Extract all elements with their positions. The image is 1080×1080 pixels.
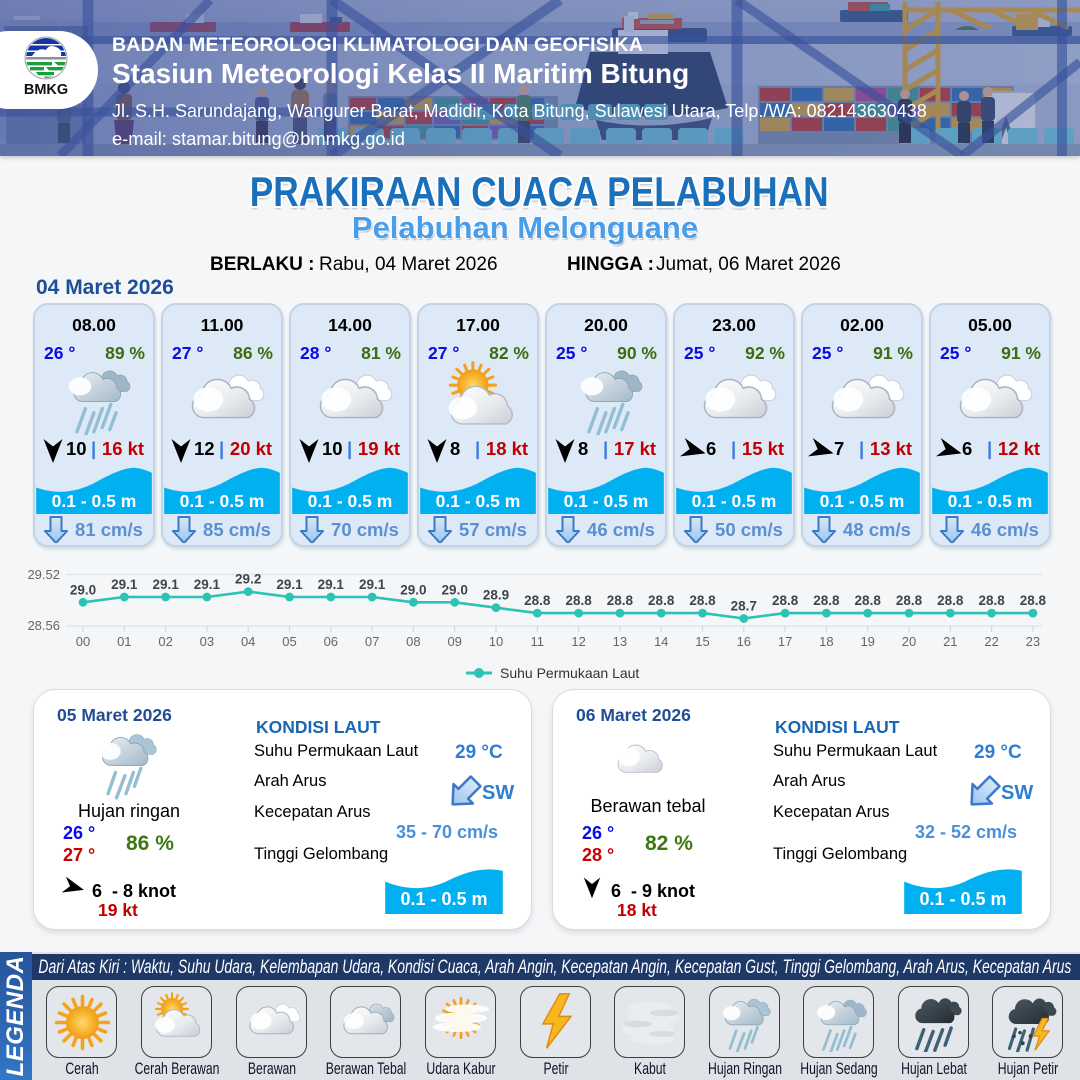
svg-text:08: 08 <box>406 634 420 649</box>
svg-text:02: 02 <box>158 634 172 649</box>
svg-text:28.8: 28.8 <box>896 593 923 608</box>
svg-text:21: 21 <box>943 634 957 649</box>
svg-text:28.8: 28.8 <box>524 593 551 608</box>
svg-text:29.0: 29.0 <box>400 582 426 597</box>
svg-text:07: 07 <box>365 634 379 649</box>
svg-text:29.1: 29.1 <box>318 577 345 592</box>
svg-text:17: 17 <box>778 634 792 649</box>
svg-text:29.0: 29.0 <box>442 582 468 597</box>
svg-text:29.1: 29.1 <box>194 577 221 592</box>
svg-text:28.8: 28.8 <box>813 593 840 608</box>
svg-text:01: 01 <box>117 634 131 649</box>
svg-text:28.8: 28.8 <box>855 593 882 608</box>
svg-text:09: 09 <box>447 634 461 649</box>
svg-text:28.8: 28.8 <box>1020 593 1047 608</box>
svg-text:03: 03 <box>200 634 214 649</box>
svg-text:18: 18 <box>819 634 833 649</box>
svg-text:28.7: 28.7 <box>731 599 757 614</box>
svg-text:28.8: 28.8 <box>978 593 1005 608</box>
svg-text:12: 12 <box>571 634 585 649</box>
svg-text:28.9: 28.9 <box>483 588 509 603</box>
svg-text:14: 14 <box>654 634 668 649</box>
svg-text:06: 06 <box>324 634 338 649</box>
svg-text:00: 00 <box>76 634 90 649</box>
svg-text:28.8: 28.8 <box>689 593 716 608</box>
svg-text:28.8: 28.8 <box>607 593 634 608</box>
svg-text:29.52: 29.52 <box>27 567 60 582</box>
svg-text:29.1: 29.1 <box>111 577 138 592</box>
svg-text:28.8: 28.8 <box>648 593 675 608</box>
svg-text:29.1: 29.1 <box>152 577 179 592</box>
svg-text:BMKG: BMKG <box>24 82 68 98</box>
svg-text:29.0: 29.0 <box>70 582 96 597</box>
svg-text:28.56: 28.56 <box>27 618 60 633</box>
svg-text:22: 22 <box>984 634 998 649</box>
svg-text:19: 19 <box>860 634 874 649</box>
svg-text:11: 11 <box>531 634 545 649</box>
svg-text:16: 16 <box>737 634 751 649</box>
svg-text:28.8: 28.8 <box>565 593 592 608</box>
svg-text:28.8: 28.8 <box>937 593 964 608</box>
svg-text:05: 05 <box>282 634 296 649</box>
svg-text:29.2: 29.2 <box>235 572 261 587</box>
svg-text:28.8: 28.8 <box>772 593 799 608</box>
svg-text:Suhu Permukaan Laut: Suhu Permukaan Laut <box>500 665 639 681</box>
svg-text:29.1: 29.1 <box>359 577 386 592</box>
svg-text:13: 13 <box>613 634 627 649</box>
svg-text:15: 15 <box>695 634 709 649</box>
svg-text:04: 04 <box>241 634 255 649</box>
svg-text:10: 10 <box>489 634 503 649</box>
svg-text:20: 20 <box>902 634 916 649</box>
svg-text:23: 23 <box>1026 634 1040 649</box>
svg-text:29.1: 29.1 <box>276 577 303 592</box>
